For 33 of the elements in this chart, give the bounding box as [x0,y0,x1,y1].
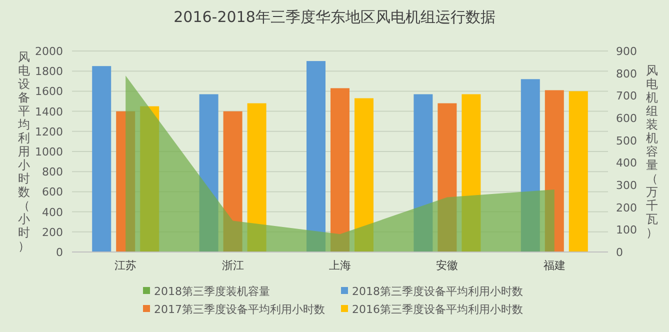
y-tick-label: 1000 [35,146,63,158]
chart-title: 2016-2018年三季度华东地区风电机组运行数据 [174,8,496,26]
y2-tick-label: 700 [616,90,637,103]
y2-tick-label: 900 [616,45,637,58]
text: 风电机组装机容量（万千瓦） [646,64,658,240]
y2-tick-label: 100 [616,224,637,237]
x-tick-label: 福建 [543,259,566,272]
x-tick-label: 上海 [329,259,351,272]
y-tick-label: 400 [42,206,63,219]
x-tick-label: 江苏 [114,259,137,272]
x-tick-label: 安徽 [436,259,458,272]
y-tick-label: 2000 [35,45,63,58]
y-tick-label: 1400 [35,105,63,118]
y2-tick-label: 800 [616,67,637,80]
y-tick-label: 1800 [35,65,63,78]
x-tick-label: 浙江 [222,259,244,272]
y2-tick-label: 500 [616,134,637,148]
y-tick-label: 600 [42,186,63,199]
legend-label: 2018第三季度装机容量 [154,285,270,298]
y2-tick-label: 400 [616,156,637,170]
legend-label: 2018第三季度设备平均利用小时数 [352,285,523,298]
text: 风电设备平均利用小时数（小时） [18,50,30,253]
y2-tick-label: 600 [616,112,637,125]
y-tick-label: 0 [56,246,63,259]
y-tick-label: 800 [42,166,63,179]
legend-label: 2017第三季度设备平均利用小时数 [154,303,325,316]
y2-tick-label: 0 [616,246,623,259]
y-tick-label: 1200 [35,125,63,138]
y-tick-label: 1600 [35,85,63,98]
y2-tick-label: 200 [616,201,637,214]
y2-tick-label: 300 [616,179,637,192]
y-tick-label: 200 [42,226,63,239]
legend-label: 2016第三季度设备平均利用小时数 [352,303,523,316]
